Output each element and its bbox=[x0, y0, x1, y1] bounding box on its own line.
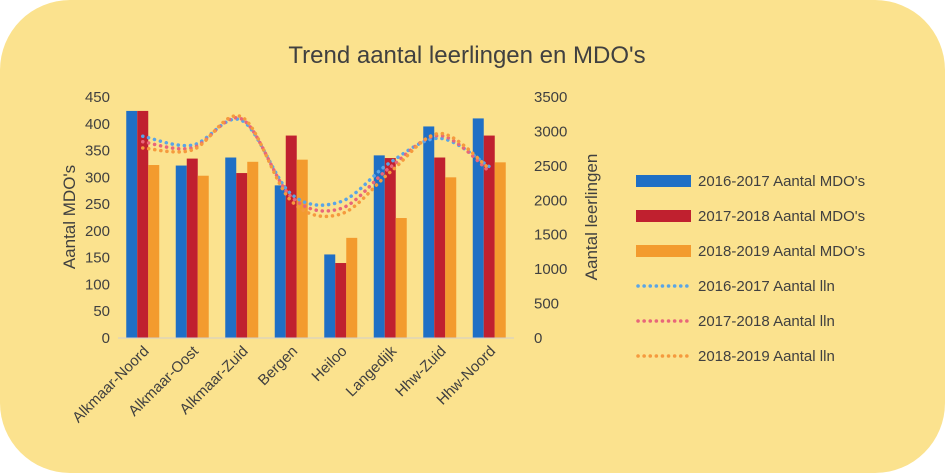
x-tick-label: Langedijk bbox=[343, 342, 401, 400]
y-axis-title-left: Aantal MDO's bbox=[60, 165, 79, 269]
y-tick-label-left: 450 bbox=[85, 89, 110, 106]
line-group bbox=[141, 113, 491, 219]
bar-2017-2018-aantal-mdo-s-alkmaar-noord bbox=[137, 110, 149, 339]
y-tick-label-right: 1500 bbox=[534, 227, 567, 244]
bar-2018-2019-aantal-mdo-s-hhw-zuid bbox=[445, 177, 457, 338]
y-tick-label-right: 500 bbox=[534, 296, 559, 313]
bar-group bbox=[126, 110, 506, 339]
legend-label: 2017-2018 Aantal lln bbox=[698, 313, 835, 330]
y-tick-label-left: 50 bbox=[93, 303, 110, 320]
right-tick-labels: 3500 3000 2500 2000 1500 1000 500 0 bbox=[534, 89, 567, 347]
legend-label: 2017-2018 Aantal MDO's bbox=[698, 208, 865, 225]
y-tick-label-left: 200 bbox=[85, 223, 110, 240]
bar-2018-2019-aantal-mdo-s-langedijk bbox=[395, 218, 407, 338]
bar-2018-2019-aantal-mdo-s-heiloo bbox=[346, 237, 358, 338]
bar-2017-2018-aantal-mdo-s-langedijk bbox=[384, 158, 396, 338]
y-axis-title-right: Aantal leerlingen bbox=[582, 154, 601, 281]
bar-2016-2017-aantal-mdo-s-hhw-zuid bbox=[423, 126, 435, 338]
y-tick-label-right: 3000 bbox=[534, 123, 567, 140]
y-tick-label-left: 0 bbox=[102, 330, 110, 347]
bar-2018-2019-aantal-mdo-s-hhw-noord bbox=[494, 162, 506, 338]
legend-swatch-2018-2019-aantal-mdo-s bbox=[636, 245, 691, 257]
y-tick-label-right: 2500 bbox=[534, 158, 567, 175]
legend-label: 2018-2019 Aantal MDO's bbox=[698, 243, 865, 260]
y-tick-label-left: 150 bbox=[85, 250, 110, 267]
bar-2018-2019-aantal-mdo-s-alkmaar-oost bbox=[197, 175, 209, 338]
y-tick-label-right: 0 bbox=[534, 330, 542, 347]
bar-2018-2019-aantal-mdo-s-alkmaar-zuid bbox=[247, 161, 259, 338]
y-tick-label-left: 250 bbox=[85, 196, 110, 213]
chart-title: Trend aantal leerlingen en MDO's bbox=[288, 42, 645, 69]
bar-2016-2017-aantal-mdo-s-langedijk bbox=[373, 155, 385, 338]
line-2016-2017-aantal-lln bbox=[141, 117, 491, 207]
bar-2017-2018-aantal-mdo-s-alkmaar-oost bbox=[186, 158, 198, 338]
y-tick-label-left: 400 bbox=[85, 116, 110, 133]
bar-2016-2017-aantal-mdo-s-alkmaar-zuid bbox=[225, 157, 237, 338]
legend: 2016-2017 Aantal MDO's 2017-2018 Aantal M… bbox=[636, 173, 865, 365]
y-tick-label-left: 350 bbox=[85, 143, 110, 160]
bar-2016-2017-aantal-mdo-s-hhw-noord bbox=[472, 118, 484, 338]
left-tick-labels: 450 400 350 300 250 200 150 100 50 0 bbox=[85, 89, 110, 347]
bar-2016-2017-aantal-mdo-s-alkmaar-noord bbox=[126, 110, 138, 339]
legend-label: 2018-2019 Aantal lln bbox=[698, 348, 835, 365]
bar-2016-2017-aantal-mdo-s-alkmaar-oost bbox=[175, 165, 187, 338]
bar-2017-2018-aantal-mdo-s-heiloo bbox=[335, 263, 347, 338]
bar-2017-2018-aantal-mdo-s-hhw-zuid bbox=[434, 157, 446, 338]
legend-swatch-2016-2017-aantal-mdo-s bbox=[636, 175, 691, 187]
bar-2016-2017-aantal-mdo-s-bergen bbox=[274, 185, 286, 338]
line-2018-2019-aantal-lln bbox=[141, 113, 491, 219]
legend-label: 2016-2017 Aantal MDO's bbox=[698, 173, 865, 190]
x-tick-label: Bergen bbox=[255, 343, 301, 389]
y-tick-label-right: 3500 bbox=[534, 89, 567, 106]
bar-2017-2018-aantal-mdo-s-hhw-noord bbox=[483, 135, 495, 338]
legend-swatch-2017-2018-aantal-mdo-s bbox=[636, 210, 691, 222]
y-tick-label-right: 1000 bbox=[534, 261, 567, 278]
y-tick-label-left: 100 bbox=[85, 276, 110, 293]
bar-2018-2019-aantal-mdo-s-alkmaar-noord bbox=[148, 165, 160, 338]
bar-2017-2018-aantal-mdo-s-bergen bbox=[285, 135, 297, 338]
legend-label: 2016-2017 Aantal lln bbox=[698, 278, 835, 295]
bar-2018-2019-aantal-mdo-s-bergen bbox=[296, 159, 308, 338]
bar-2017-2018-aantal-mdo-s-alkmaar-zuid bbox=[236, 173, 248, 338]
y-tick-label-right: 2000 bbox=[534, 192, 567, 209]
y-tick-label-left: 300 bbox=[85, 169, 110, 186]
x-tick-label: Heiloo bbox=[308, 343, 350, 385]
bar-2016-2017-aantal-mdo-s-heiloo bbox=[324, 254, 336, 338]
